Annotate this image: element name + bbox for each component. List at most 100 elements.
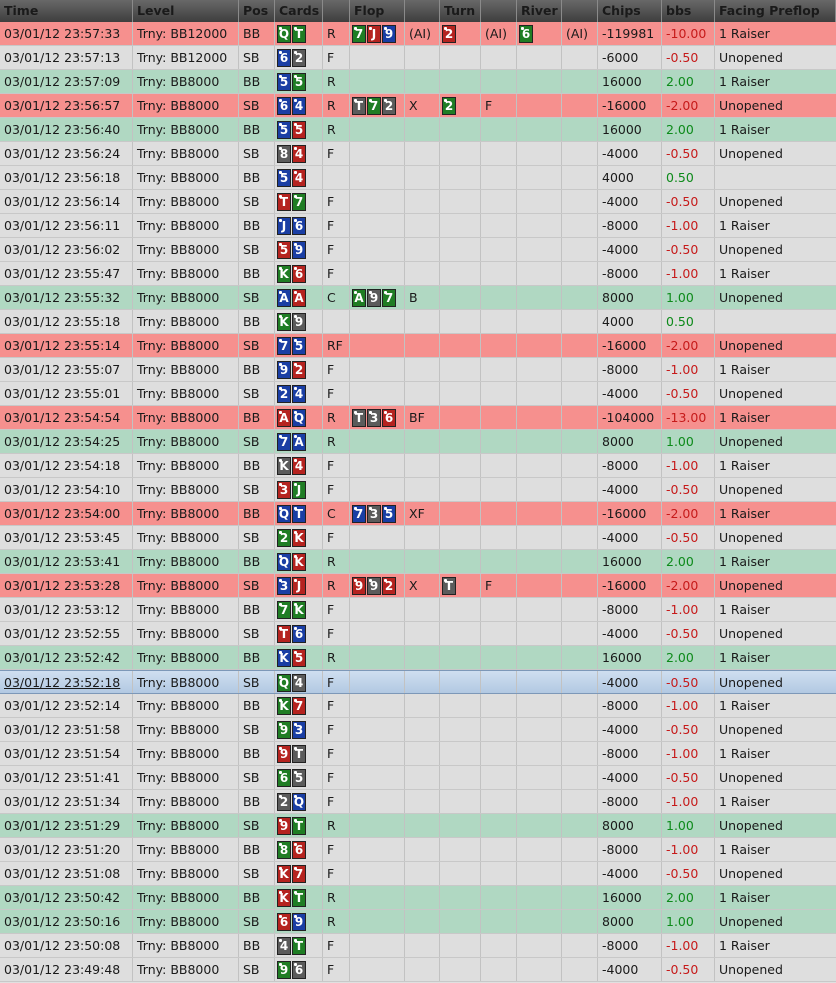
playing-card: K	[292, 529, 306, 547]
header-pos[interactable]: Pos	[239, 0, 275, 22]
cell-turn-action	[481, 646, 517, 669]
table-row[interactable]: 03/01/12 23:56:24 Trny: BB8000 SB 8 4 F -4000-…	[0, 142, 836, 166]
cell-pos: BB	[239, 22, 275, 45]
playing-card: 9	[292, 913, 306, 931]
table-row[interactable]: 03/01/12 23:54:25 Trny: BB8000 SB 7 A R 8000 1.…	[0, 430, 836, 454]
cell-flop	[350, 934, 405, 957]
cell-turn	[440, 214, 481, 237]
cell-pos: BB	[239, 214, 275, 237]
table-row[interactable]: 03/01/12 23:52:14 Trny: BB8000 BB K 7 F -8000-…	[0, 694, 836, 718]
header-chips[interactable]: Chips	[598, 0, 662, 22]
cell-turn	[440, 598, 481, 621]
cell-river-action	[562, 118, 598, 141]
header-bbs[interactable]: bbs	[662, 0, 715, 22]
table-row[interactable]: 03/01/12 23:49:48 Trny: BB8000 SB 9 6 F -4000-…	[0, 958, 836, 982]
cell-preflop-action: R	[323, 406, 350, 429]
table-row[interactable]: 03/01/12 23:54:18 Trny: BB8000 BB K 4 F -8000-…	[0, 454, 836, 478]
table-row[interactable]: 03/01/12 23:53:45 Trny: BB8000 SB 2 K F -4000-…	[0, 526, 836, 550]
table-row[interactable]: 03/01/12 23:56:18 Trny: BB8000 BB 5 4 4000 0.5…	[0, 166, 836, 190]
header-turn-action[interactable]	[481, 0, 517, 22]
table-row[interactable]: 03/01/12 23:56:02 Trny: BB8000 SB 5 9 F -4000-…	[0, 238, 836, 262]
cell-time: 03/01/12 23:53:12	[0, 598, 133, 621]
cell-chips: -4000	[598, 766, 662, 789]
cell-flop-action	[405, 958, 440, 981]
header-flop[interactable]: Flop	[350, 0, 405, 22]
playing-card: Q	[277, 25, 291, 43]
cell-time: 03/01/12 23:51:58	[0, 718, 133, 741]
table-row[interactable]: 03/01/12 23:51:08 Trny: BB8000 SB K 7 F -4000-…	[0, 862, 836, 886]
table-row[interactable]: 03/01/12 23:51:29 Trny: BB8000 SB 9 T R 8000 1.…	[0, 814, 836, 838]
table-row[interactable]: 03/01/12 23:52:55 Trny: BB8000 SB T 6 F -4000-…	[0, 622, 836, 646]
table-row[interactable]: 03/01/12 23:53:28 Trny: BB8000 SB 3 J R 9 9 2 X T F…	[0, 574, 836, 598]
cell-level: Trny: BB8000	[133, 742, 239, 765]
header-facing-preflop[interactable]: Facing Preflop	[715, 0, 836, 22]
table-row[interactable]: 03/01/12 23:54:54 Trny: BB8000 BB A Q R T 3 6 BF -…	[0, 406, 836, 430]
playing-card: A	[292, 289, 306, 307]
table-row[interactable]: 03/01/12 23:57:33 Trny: BB12000 BB Q T R 7 J 9 (A…	[0, 22, 836, 46]
cell-level: Trny: BB8000	[133, 310, 239, 333]
table-row[interactable]: 03/01/12 23:57:13 Trny: BB12000 SB 6 2 F -6000…	[0, 46, 836, 70]
table-row[interactable]: 03/01/12 23:51:58 Trny: BB8000 SB 9 3 F -4000-…	[0, 718, 836, 742]
cell-flop	[350, 814, 405, 837]
table-row[interactable]: 03/01/12 23:56:11 Trny: BB8000 BB J 6 F -8000-…	[0, 214, 836, 238]
header-river[interactable]: River	[517, 0, 562, 22]
table-row[interactable]: 03/01/12 23:50:16 Trny: BB8000 SB 6 9 R 8000 1.…	[0, 910, 836, 934]
header-time[interactable]: Time	[0, 0, 133, 22]
table-row[interactable]: 03/01/12 23:55:07 Trny: BB8000 BB 9 2 F -8000-…	[0, 358, 836, 382]
header-level[interactable]: Level	[133, 0, 239, 22]
cell-river-action	[562, 286, 598, 309]
playing-card: 3	[292, 721, 306, 739]
table-row[interactable]: 03/01/12 23:52:42 Trny: BB8000 BB K 5 R 16000 2…	[0, 646, 836, 670]
table-row[interactable]: 03/01/12 23:55:32 Trny: BB8000 SB A A C A 9 7 B 80…	[0, 286, 836, 310]
table-row[interactable]: 03/01/12 23:55:01 Trny: BB8000 SB 2 4 F -4000-…	[0, 382, 836, 406]
table-row[interactable]: 03/01/12 23:52:18 Trny: BB8000 SB Q 4 F -4000-…	[0, 670, 836, 694]
cell-facing-preflop: Unopened	[719, 578, 783, 593]
table-row[interactable]: 03/01/12 23:56:57 Trny: BB8000 SB 6 4 R T 7 2 X 2 F…	[0, 94, 836, 118]
table-row[interactable]: 03/01/12 23:55:47 Trny: BB8000 BB K 6 F -8000-…	[0, 262, 836, 286]
table-row[interactable]: 03/01/12 23:50:42 Trny: BB8000 BB K T R 16000 2…	[0, 886, 836, 910]
table-row[interactable]: 03/01/12 23:51:41 Trny: BB8000 SB 6 5 F -4000-…	[0, 766, 836, 790]
header-flop-action[interactable]	[405, 0, 440, 22]
cell-flop-action	[405, 46, 440, 69]
cell-chips: -4000	[598, 382, 662, 405]
table-row[interactable]: 03/01/12 23:56:40 Trny: BB8000 BB 5 5 R 16000 2…	[0, 118, 836, 142]
table-row[interactable]: 03/01/12 23:51:54 Trny: BB8000 BB 9 T F -8000-…	[0, 742, 836, 766]
playing-card: 9	[352, 577, 366, 595]
cell-level: Trny: BB8000	[133, 766, 239, 789]
table-row[interactable]: 03/01/12 23:51:20 Trny: BB8000 BB 8 6 F -8000-…	[0, 838, 836, 862]
cell-river-action	[562, 671, 598, 693]
table-row[interactable]: 03/01/12 23:53:12 Trny: BB8000 BB 7 K F -8000-…	[0, 598, 836, 622]
table-row[interactable]: 03/01/12 23:51:34 Trny: BB8000 BB 2 Q F -8000-…	[0, 790, 836, 814]
time-text: 03/01/12 23:55:14	[4, 338, 121, 353]
playing-card: J	[292, 577, 306, 595]
cell-preflop-action: R	[323, 886, 350, 909]
table-row[interactable]: 03/01/12 23:55:14 Trny: BB8000 SB 7 5 RF -1600…	[0, 334, 836, 358]
cell-time: 03/01/12 23:54:18	[0, 454, 133, 477]
table-row[interactable]: 03/01/12 23:55:18 Trny: BB8000 BB K 9 4000 0.5…	[0, 310, 836, 334]
cell-flop	[350, 958, 405, 981]
cell-time: 03/01/12 23:52:42	[0, 646, 133, 669]
table-row[interactable]: 03/01/12 23:53:41 Trny: BB8000 BB Q K R 16000 2…	[0, 550, 836, 574]
table-row[interactable]: 03/01/12 23:57:09 Trny: BB8000 BB 5 5 R 16000 2…	[0, 70, 836, 94]
table-row[interactable]: 03/01/12 23:54:00 Trny: BB8000 BB Q T C 7 3 5 XF -…	[0, 502, 836, 526]
cell-flop-action	[405, 430, 440, 453]
cell-chips: -4000	[598, 958, 662, 981]
cell-flop	[350, 671, 405, 693]
header-turn[interactable]: Turn	[440, 0, 481, 22]
time-text: 03/01/12 23:56:02	[4, 242, 121, 257]
header-preflop-action[interactable]	[323, 0, 350, 22]
cell-flop-action	[405, 310, 440, 333]
playing-card: T	[352, 97, 366, 115]
cell-river	[517, 166, 562, 189]
header-cards[interactable]: Cards	[275, 0, 323, 22]
table-row[interactable]: 03/01/12 23:54:10 Trny: BB8000 SB 3 J F -4000-…	[0, 478, 836, 502]
table-row[interactable]: 03/01/12 23:56:14 Trny: BB8000 SB T 7 F -4000-…	[0, 190, 836, 214]
header-river-action[interactable]	[562, 0, 598, 22]
table-row[interactable]: 03/01/12 23:50:08 Trny: BB8000 BB 4 T F -8000-…	[0, 934, 836, 958]
